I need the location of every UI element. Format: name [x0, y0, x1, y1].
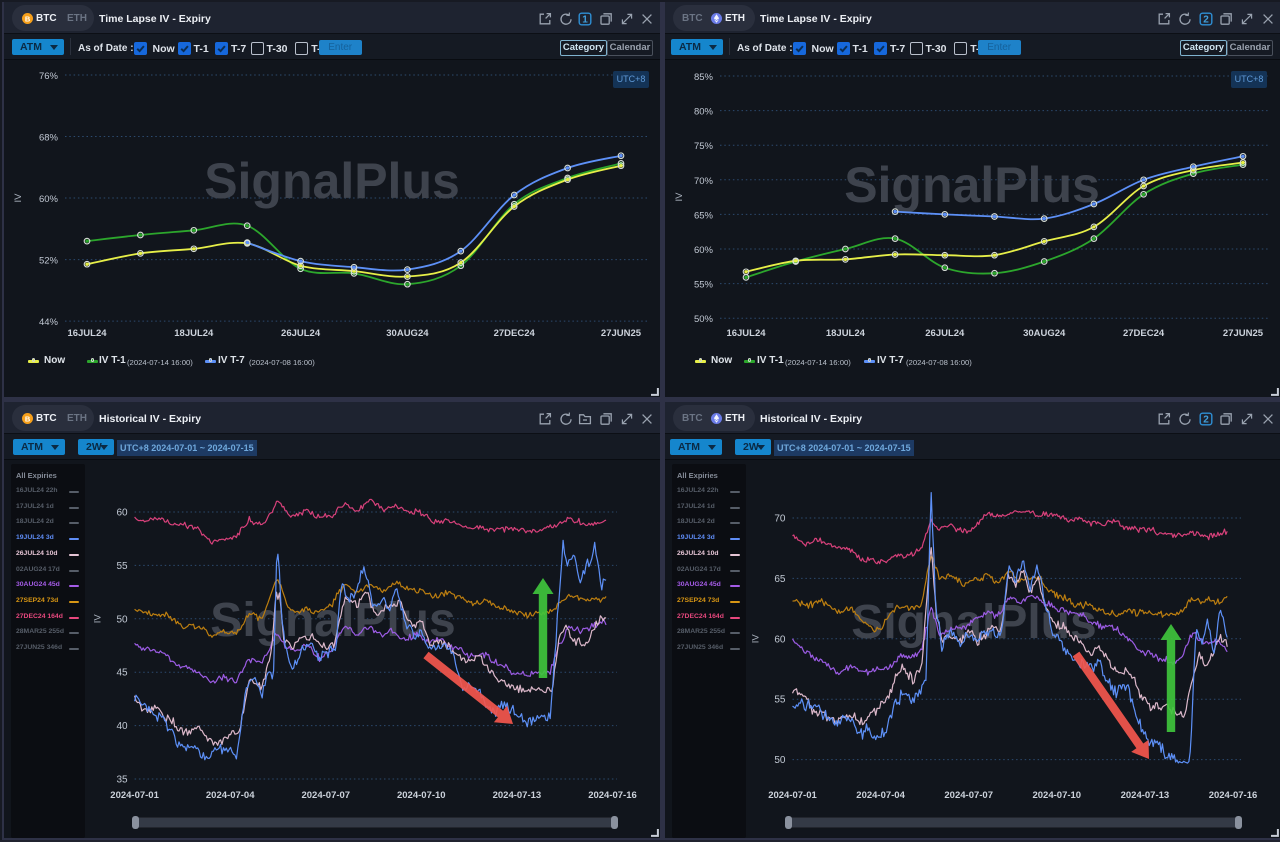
svg-text:2024-07-16: 2024-07-16 — [1209, 790, 1258, 801]
svg-text:27JUN25: 27JUN25 — [1223, 328, 1264, 339]
svg-text:SignalPlus: SignalPlus — [844, 157, 1100, 213]
svg-text:2024-07-16: 2024-07-16 — [588, 790, 637, 801]
svg-text:16JUL24: 16JUL24 — [726, 328, 766, 339]
svg-text:70%: 70% — [694, 176, 714, 187]
svg-text:B: B — [25, 14, 31, 23]
svg-text:26JUL24: 26JUL24 — [281, 328, 321, 339]
svg-text:2024-07-07: 2024-07-07 — [944, 790, 993, 801]
svg-text:IV: IV — [93, 614, 104, 624]
svg-text:2: 2 — [1203, 415, 1209, 426]
svg-text:2024-07-13: 2024-07-13 — [1121, 790, 1170, 801]
svg-text:IV: IV — [751, 634, 762, 644]
svg-text:2024-07-10: 2024-07-10 — [397, 790, 446, 801]
svg-text:30AUG24: 30AUG24 — [1023, 328, 1066, 339]
svg-text:45: 45 — [116, 668, 128, 679]
svg-text:27JUN25: 27JUN25 — [601, 328, 642, 339]
svg-text:SignalPlus: SignalPlus — [851, 596, 1096, 649]
svg-text:50: 50 — [116, 614, 128, 625]
svg-text:1: 1 — [582, 15, 588, 26]
svg-text:2: 2 — [1203, 15, 1209, 26]
svg-text:IV: IV — [674, 192, 685, 202]
svg-text:60%: 60% — [39, 194, 59, 205]
svg-text:2024-07-01: 2024-07-01 — [110, 790, 159, 801]
svg-text:55%: 55% — [694, 280, 714, 291]
svg-text:50%: 50% — [694, 314, 714, 325]
svg-text:27DEC24: 27DEC24 — [494, 328, 536, 339]
svg-text:52%: 52% — [39, 256, 59, 267]
svg-text:50: 50 — [774, 755, 786, 766]
svg-text:65: 65 — [774, 574, 786, 585]
svg-text:2024-07-01: 2024-07-01 — [768, 790, 817, 801]
svg-text:18JUL24: 18JUL24 — [174, 328, 214, 339]
svg-text:80%: 80% — [694, 107, 714, 118]
svg-text:44%: 44% — [39, 317, 59, 328]
svg-text:16JUL24: 16JUL24 — [67, 328, 107, 339]
svg-text:B: B — [25, 414, 31, 423]
svg-text:70: 70 — [774, 514, 786, 525]
svg-text:76%: 76% — [39, 71, 59, 82]
svg-text:27DEC24: 27DEC24 — [1123, 328, 1165, 339]
svg-text:60: 60 — [774, 634, 786, 645]
svg-text:55: 55 — [774, 695, 786, 706]
svg-text:60%: 60% — [694, 245, 714, 256]
svg-text:55: 55 — [116, 561, 128, 572]
svg-text:30AUG24: 30AUG24 — [386, 328, 429, 339]
svg-text:35: 35 — [116, 775, 128, 786]
svg-text:2024-07-04: 2024-07-04 — [206, 790, 255, 801]
svg-text:18JUL24: 18JUL24 — [826, 328, 866, 339]
svg-text:26JUL24: 26JUL24 — [925, 328, 965, 339]
svg-text:2024-07-07: 2024-07-07 — [301, 790, 350, 801]
svg-text:2024-07-04: 2024-07-04 — [856, 790, 905, 801]
svg-text:SignalPlus: SignalPlus — [204, 153, 460, 209]
svg-text:IV: IV — [13, 193, 24, 203]
svg-text:75%: 75% — [694, 141, 714, 152]
svg-text:65%: 65% — [694, 210, 714, 221]
svg-text:60: 60 — [116, 508, 128, 519]
svg-text:2024-07-13: 2024-07-13 — [493, 790, 542, 801]
svg-text:85%: 85% — [694, 72, 714, 83]
svg-text:2024-07-10: 2024-07-10 — [1032, 790, 1081, 801]
svg-text:68%: 68% — [39, 133, 59, 144]
svg-text:40: 40 — [116, 721, 128, 732]
